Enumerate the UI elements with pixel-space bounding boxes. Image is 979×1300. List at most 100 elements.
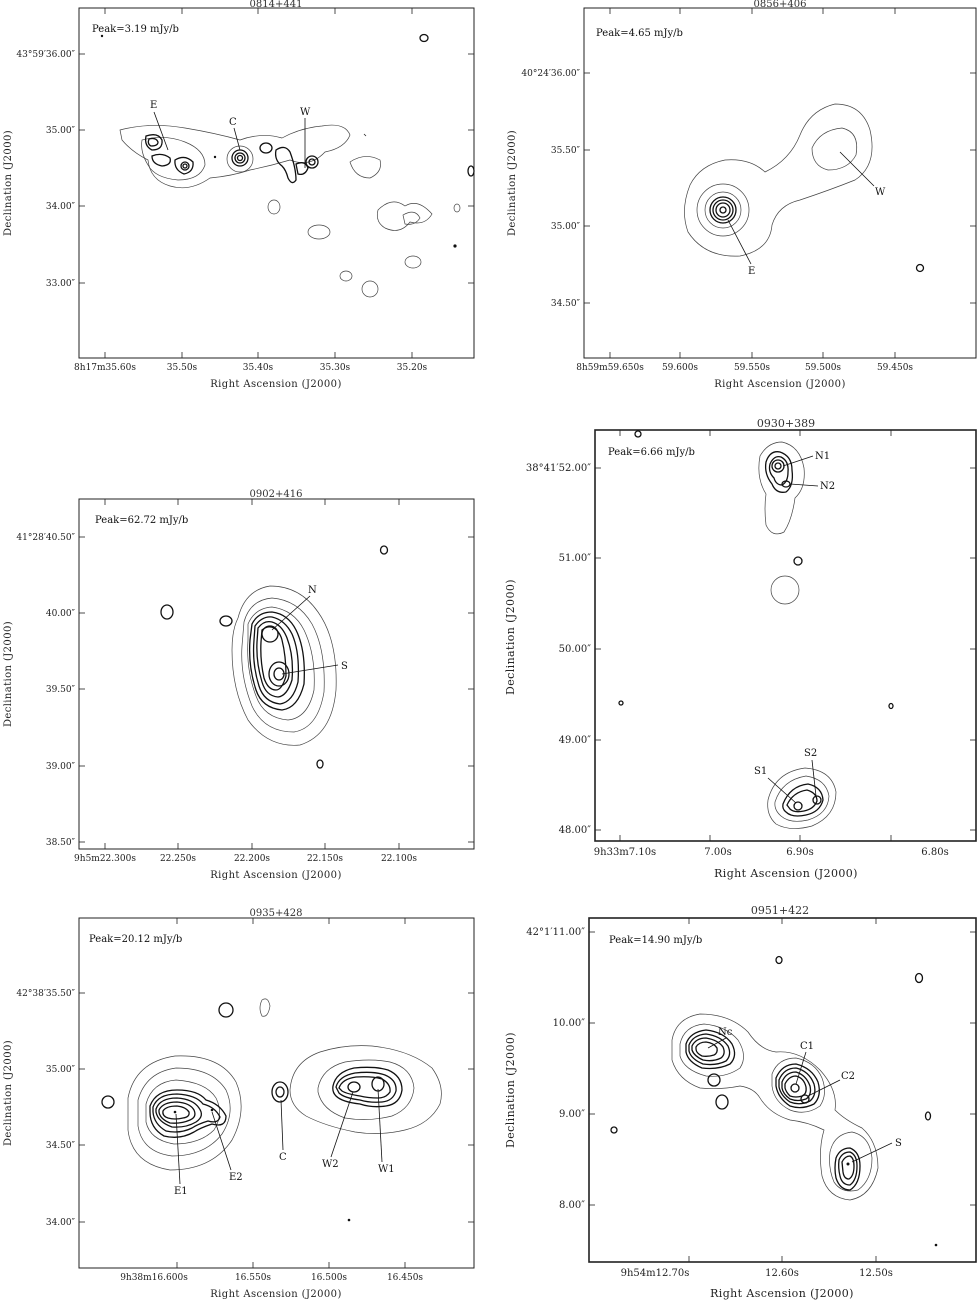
svg-text:22.250s: 22.250s: [160, 854, 196, 864]
contour-blob: [618, 700, 624, 706]
svg-text:34.50″: 34.50″: [46, 1141, 76, 1151]
component-leader: [789, 483, 819, 487]
svg-text:16.550s: 16.550s: [235, 1273, 271, 1283]
contour-outer: [684, 103, 873, 257]
contour-core: [252, 616, 300, 705]
contour-outer: [231, 585, 337, 746]
component-label: S: [341, 661, 348, 672]
svg-text:42°38′35.50″: 42°38′35.50″: [16, 989, 75, 999]
component-label: Nc: [718, 1027, 733, 1038]
component-label: E: [150, 100, 157, 111]
x-axis-label: Right Ascension (J2000): [710, 1287, 854, 1300]
contour-s-outer: [767, 767, 837, 829]
contour-w: [811, 127, 858, 171]
svg-text:50.00″: 50.00″: [559, 644, 592, 655]
svg-text:6.90s: 6.90s: [786, 847, 813, 858]
contour-blob: [376, 201, 433, 231]
contour-blob: [793, 556, 803, 566]
svg-text:9h54m12.70s: 9h54m12.70s: [621, 1268, 690, 1279]
svg-text:9h33m7.10s: 9h33m7.10s: [594, 847, 656, 858]
contour-c: [275, 1086, 285, 1098]
svg-text:43°59′36.00″: 43°59′36.00″: [16, 50, 75, 60]
component-label: S2: [804, 748, 817, 759]
svg-text:35.50″: 35.50″: [551, 146, 581, 156]
svg-text:7.00s: 7.00s: [704, 847, 731, 858]
plot-frame: [588, 917, 977, 1263]
contour-c: [271, 1081, 289, 1103]
contour-blob: [775, 955, 783, 965]
contour-blob: [316, 759, 324, 769]
panel-0951: 0951+422 Peak=14.90 mJy/b Nc C1 C2: [504, 904, 977, 1300]
contour-blob: [634, 430, 642, 438]
component-leader: [233, 127, 241, 151]
contour-blob: [349, 156, 381, 179]
contour-e: [144, 134, 163, 151]
contour-e: [712, 199, 734, 221]
svg-text:41°28′40.50″: 41°28′40.50″: [16, 533, 75, 543]
contour-s: [786, 789, 818, 813]
contour-blob: [307, 224, 331, 240]
contour-blob: [379, 545, 389, 555]
contour-e: [147, 137, 159, 147]
contour-c: [784, 1075, 807, 1098]
contour-w2: [347, 1081, 361, 1093]
svg-text:35.50s: 35.50s: [167, 363, 198, 373]
contour-blob: [404, 255, 422, 269]
contour-nc: [695, 1041, 718, 1057]
y-axis-label: Declination (J2000): [3, 130, 14, 236]
contour-s2: [812, 795, 822, 805]
x-axis-label: Right Ascension (J2000): [714, 379, 846, 390]
contour-blob: [914, 972, 924, 984]
x-ticks: 9h54m12.70s 12.60s 12.50s: [621, 918, 893, 1279]
contour-blob: [259, 142, 273, 154]
svg-text:9h5m22.300s: 9h5m22.300s: [74, 854, 136, 864]
svg-text:12.50s: 12.50s: [859, 1268, 893, 1279]
contour-nc: [688, 1033, 731, 1066]
contour-s: [268, 661, 290, 687]
contour-e1: [173, 1110, 177, 1114]
contour-core: [260, 626, 287, 691]
panel-title: 0856+406: [754, 0, 807, 10]
contour-e: [719, 206, 727, 214]
component-label: C: [229, 117, 237, 128]
component-label: N: [308, 585, 317, 596]
x-ticks: 9h38m16.600s 16.550s 16.500s 16.450s: [120, 918, 423, 1283]
contour-s: [782, 783, 824, 817]
y-ticks: 41°28′40.50″ 40.00″ 39.50″ 39.00″ 38.50″: [16, 533, 474, 848]
svg-text:6.80s: 6.80s: [921, 847, 948, 858]
contour-blob: [339, 270, 353, 282]
svg-text:59.450s: 59.450s: [877, 363, 913, 373]
x-ticks: 9h33m7.10s 7.00s 6.90s 6.80s: [594, 430, 949, 858]
y-axis-label: Declination (J2000): [3, 621, 14, 727]
peak-label: Peak=20.12 mJy/b: [89, 934, 182, 945]
component-leader: [811, 759, 817, 797]
contour-e2: [210, 1108, 214, 1112]
contour-c: [234, 152, 246, 164]
contour-w: [295, 162, 309, 176]
svg-text:35.30s: 35.30s: [320, 363, 351, 373]
x-axis-label: Right Ascension (J2000): [210, 870, 342, 881]
component-leader: [839, 151, 875, 187]
contour-n: [261, 625, 279, 643]
svg-text:35.40s: 35.40s: [243, 363, 274, 373]
panel-title: 0951+422: [751, 904, 809, 917]
component-label: S1: [754, 766, 767, 777]
plot-frame: [78, 498, 475, 850]
contour-e: [696, 183, 750, 237]
contour-blob: [934, 1243, 938, 1247]
component-label: N1: [815, 451, 830, 462]
contour-c: [226, 145, 254, 173]
svg-text:34.00″: 34.00″: [46, 202, 76, 212]
component-label: C1: [800, 1041, 814, 1052]
contour-c-outer: [771, 1057, 825, 1113]
component-leader: [281, 664, 339, 675]
contour-s: [841, 1155, 855, 1180]
contour-blob: [770, 575, 800, 605]
contour-c1: [790, 1083, 800, 1093]
component-label: W: [875, 187, 886, 198]
x-ticks: 8h17m35.60s 35.50s 35.40s 35.30s 35.20s: [74, 8, 428, 373]
component-leader: [211, 1111, 232, 1171]
plot-frame: [78, 917, 475, 1269]
svg-text:51.00″: 51.00″: [559, 553, 592, 564]
panel-title: 0814+441: [250, 0, 303, 10]
